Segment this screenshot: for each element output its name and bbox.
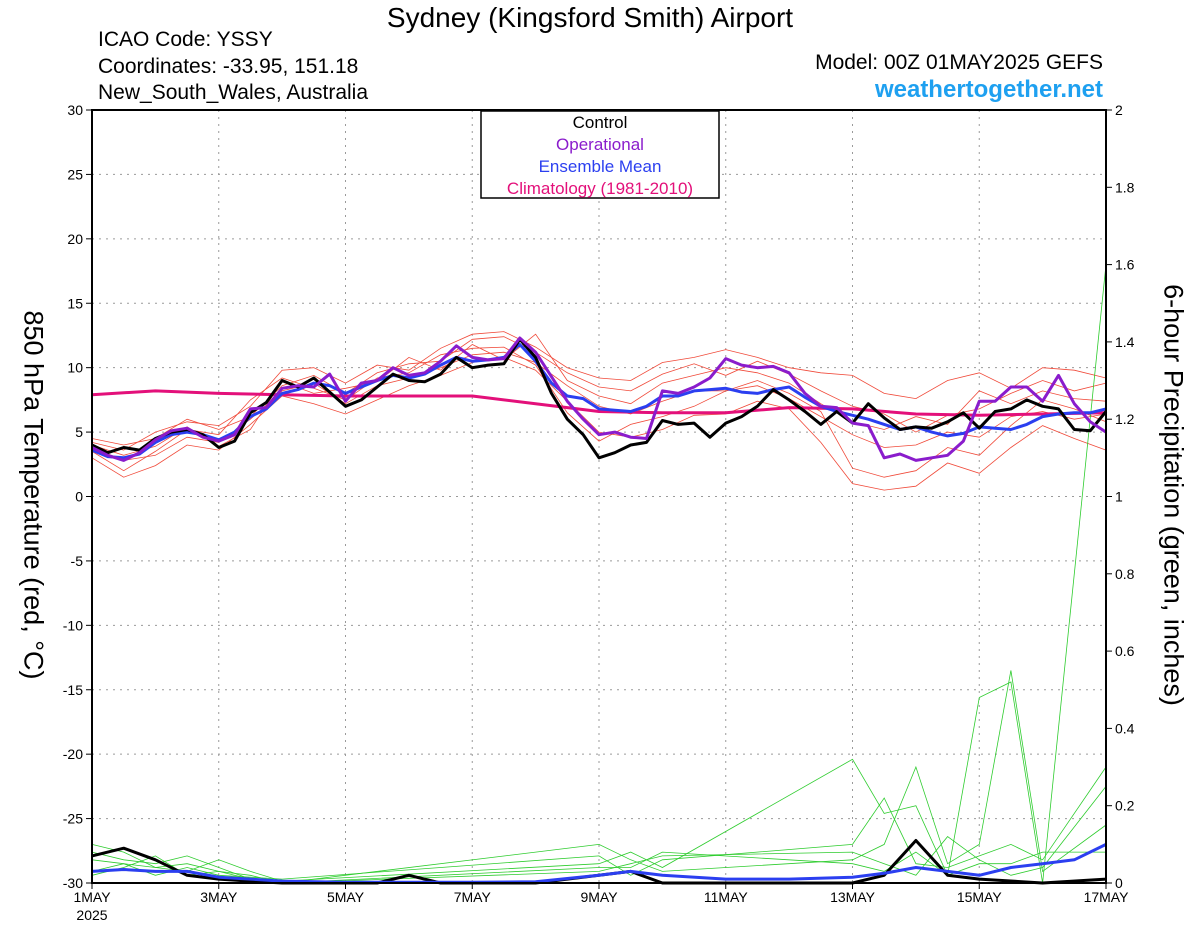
y-left-tick-label: 10 <box>67 360 83 376</box>
temperature-ensemble-mean <box>91 343 1107 460</box>
y-right-tick-label: 0.2 <box>1115 798 1135 814</box>
legend-entry: Ensemble Mean <box>539 157 662 176</box>
site-link[interactable]: weathertogether.net <box>874 76 1103 103</box>
y-left-tick-label: 15 <box>67 295 83 311</box>
model-run: Model: 00Z 01MAY2025 GEFS <box>815 51 1103 74</box>
y-left-tick-label: 25 <box>67 166 83 182</box>
x-tick-label: 11MAY <box>704 889 748 905</box>
temperature-operational <box>91 336 1107 462</box>
x-tick-label: 9MAY <box>580 889 618 905</box>
precipitation-member-2 <box>91 786 1107 884</box>
y-right-tick-label: 0.8 <box>1115 566 1135 582</box>
y-left-tick-label: 30 <box>67 102 83 118</box>
y-right-tick-label: 2 <box>1115 102 1123 118</box>
y-left-tick-label: 20 <box>67 231 83 247</box>
legend-entry: Operational <box>556 135 644 154</box>
temperature-climatology-1981-2010- <box>91 389 1107 417</box>
y-left-tick-label: -5 <box>71 553 84 569</box>
x-tick-label: 13MAY <box>830 889 876 905</box>
y-right-tick-label: 1.2 <box>1115 411 1135 427</box>
x-tick-label: 1MAY <box>73 889 111 905</box>
temperature-member-3 <box>91 356 1107 491</box>
y-left-tick-label: 5 <box>75 424 83 440</box>
y-right-tick-label: 1.4 <box>1115 334 1135 350</box>
y-left-tick-label: -30 <box>63 875 83 891</box>
legend-entry: Control <box>573 113 628 132</box>
temperature-member-1 <box>91 346 1107 478</box>
precipitation-ensemble-mean <box>91 843 1107 884</box>
icao-code: ICAO Code: YSSY <box>98 28 273 51</box>
y-left-tick-label: -25 <box>63 811 83 827</box>
y-left-tick-label: -10 <box>63 617 83 633</box>
grid-lines <box>92 110 1106 883</box>
legend-box <box>480 110 720 199</box>
legend-entry: Climatology (1981-2010) <box>507 179 693 198</box>
legend: Control Operational Ensemble Mean Climatolo… <box>480 110 720 199</box>
x-tick-label: 5MAY <box>327 889 365 905</box>
coordinates: Coordinates: -33.95, 151.18 <box>98 55 359 78</box>
y-left-tick-label: 0 <box>75 489 83 505</box>
x-tick-label: 7MAY <box>454 889 492 905</box>
x-tick-sublabel: 2025 <box>76 907 107 923</box>
y-axis-left-ticks: 30 25 20 15 10 5 0 -5 -10 -15 -20 -25 -30 <box>63 102 92 891</box>
temperature-control <box>91 337 1108 460</box>
precipitation-member-3 <box>91 766 1107 880</box>
region-label: New_South_Wales, Australia <box>98 81 369 104</box>
y-left-tick-label: -15 <box>63 682 83 698</box>
y-axis-right-ticks: 2 1.8 1.6 1.4 1.2 1 0.8 0.6 0.4 0.2 0 <box>1106 102 1135 891</box>
x-tick-label: 15MAY <box>957 889 1003 905</box>
y-right-tick-label: 1 <box>1115 489 1123 505</box>
temperature-member-6 <box>91 333 1107 456</box>
x-axis-ticks: 1MAY 2025 3MAY 5MAY 7MAY 9MAY 11MAY 13MAY 15MAY 1… <box>73 883 1129 923</box>
x-tick-label: 3MAY <box>200 889 238 905</box>
y-right-tick-label: 0.4 <box>1115 720 1135 736</box>
x-tick-label: 17MAY <box>1084 889 1130 905</box>
chart-title: Sydney (Kingsford Smith) Airport <box>386 2 794 33</box>
precipitation-member-4 <box>91 670 1107 884</box>
y-right-tick-label: 1.6 <box>1115 257 1135 273</box>
y-right-tick-label: 0.6 <box>1115 643 1135 659</box>
temperature-member-5 <box>91 351 1107 461</box>
y-right-tick-label: 0 <box>1115 875 1123 891</box>
y-right-tick-label: 1.8 <box>1115 179 1135 195</box>
y-left-tick-label: -20 <box>63 746 83 762</box>
